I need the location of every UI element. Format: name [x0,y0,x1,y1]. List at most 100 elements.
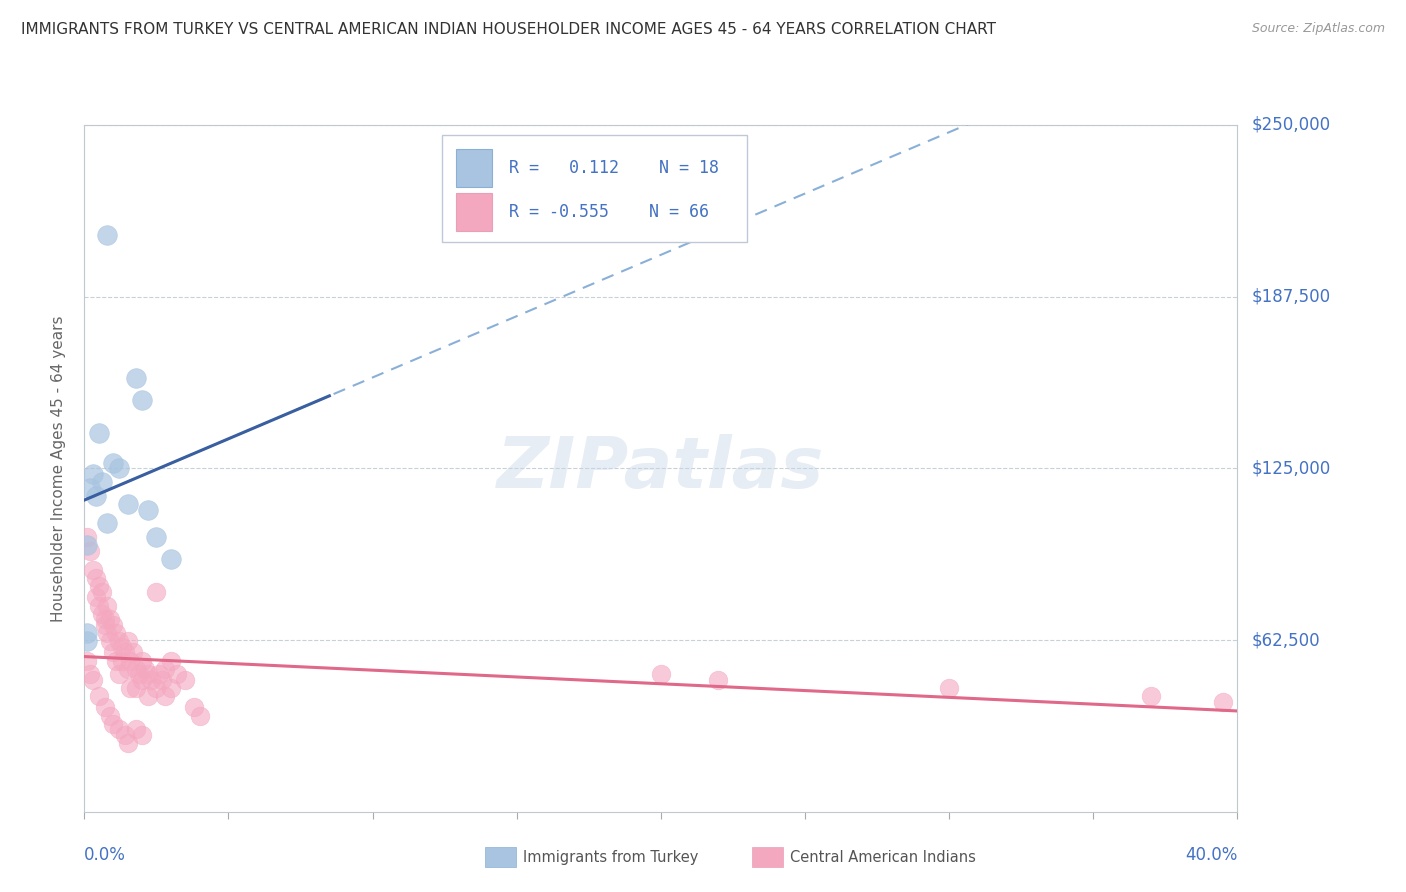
Point [90,607,112,621]
Point [96,599,118,613]
Point [108,634,131,648]
Text: R = -0.555    N = 66: R = -0.555 N = 66 [509,203,709,221]
Text: $125,000: $125,000 [1251,459,1330,477]
Point [90,585,112,599]
Point [76,530,98,544]
Point [105,654,128,668]
Point [125,681,148,695]
Point [120,681,142,695]
Point [76,634,98,648]
Point [131,728,153,742]
Point [153,662,176,676]
Text: $62,500: $62,500 [1251,631,1320,649]
Point [145,681,167,695]
Point [136,667,159,681]
Text: Central American Indians: Central American Indians [790,850,976,864]
Point [82,563,104,577]
Bar [456,149,492,187]
Text: ZIPatlas: ZIPatlas [498,434,824,503]
Point [150,673,173,687]
Point [105,626,128,640]
Point [93,700,115,714]
Point [1139,690,1161,704]
Point [103,618,124,632]
Text: $187,500: $187,500 [1251,287,1330,306]
Point [79,543,101,558]
Point [160,654,183,668]
Point [93,612,115,626]
FancyBboxPatch shape [441,136,748,242]
Text: R =   0.112    N = 18: R = 0.112 N = 18 [509,159,718,178]
Point [111,654,134,668]
Point [120,654,142,668]
Point [108,667,131,681]
Point [84,571,107,585]
Point [125,662,148,676]
Point [131,654,153,668]
Point [125,723,148,737]
Point [87,690,110,704]
Point [108,461,131,475]
Point [122,645,145,659]
Point [174,673,197,687]
Point [128,667,150,681]
Point [84,591,107,605]
Y-axis label: Householder Income Ages 45 - 64 years: Householder Income Ages 45 - 64 years [51,315,66,622]
Point [96,626,118,640]
Point [134,662,156,676]
Point [117,736,139,750]
Point [166,667,188,681]
Point [117,634,139,648]
Point [87,579,110,593]
Point [79,667,101,681]
Point [160,681,183,695]
Point [111,640,134,654]
Point [183,700,205,714]
Point [103,716,124,731]
Point [76,538,98,552]
Text: Source: ZipAtlas.com: Source: ZipAtlas.com [1251,22,1385,36]
Point [650,667,672,681]
Point [145,585,167,599]
Point [148,667,170,681]
Point [76,654,98,668]
Point [188,708,211,723]
Bar [456,194,492,231]
Point [139,673,162,687]
Point [79,481,101,495]
Text: 40.0%: 40.0% [1185,846,1237,864]
Point [938,681,960,695]
Text: $250,000: $250,000 [1251,116,1330,134]
Point [96,227,118,242]
Point [93,618,115,632]
Point [103,456,124,470]
Point [153,690,176,704]
Text: IMMIGRANTS FROM TURKEY VS CENTRAL AMERICAN INDIAN HOUSEHOLDER INCOME AGES 45 - 6: IMMIGRANTS FROM TURKEY VS CENTRAL AMERIC… [21,22,995,37]
Point [125,370,148,384]
Point [82,467,104,481]
Point [131,392,153,407]
Point [103,645,124,659]
Point [136,502,159,516]
Point [117,497,139,511]
Point [96,516,118,531]
Point [114,728,136,742]
Point [84,489,107,503]
Point [114,645,136,659]
Point [117,662,139,676]
Point [1212,695,1234,709]
Point [87,425,110,440]
Point [90,475,112,489]
Point [98,612,121,626]
Point [145,530,167,544]
Point [98,634,121,648]
Text: Immigrants from Turkey: Immigrants from Turkey [523,850,699,864]
Text: 0.0%: 0.0% [84,846,127,864]
Point [76,626,98,640]
Point [82,673,104,687]
Point [707,673,730,687]
Point [98,708,121,723]
Point [108,723,131,737]
Point [136,690,159,704]
Point [131,673,153,687]
